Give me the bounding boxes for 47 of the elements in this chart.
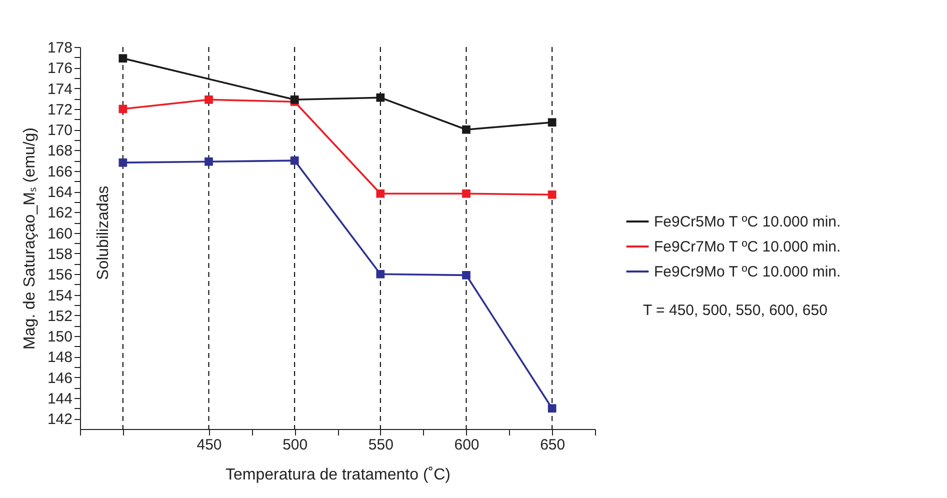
y-tick-label: 176 [47, 60, 72, 78]
point [462, 125, 470, 134]
x-tick-label: 650 [540, 436, 566, 454]
x-tick-label: 450 [196, 436, 222, 454]
y-tick-label: 152 [47, 308, 72, 325]
point [462, 189, 470, 198]
y-tick-label: 168 [47, 142, 72, 160]
y-tick-label: 174 [47, 80, 72, 98]
y-tick-label: 178 [47, 40, 72, 56]
point [462, 270, 470, 280]
y-tick-label: 148 [47, 349, 72, 366]
y-tick-label: 166 [47, 163, 72, 180]
annotation: Solubilizadas [94, 186, 112, 280]
legend-label: Fe9Cr9Mo T ºC 10.000 min. [654, 264, 841, 280]
point [290, 156, 299, 165]
text: T = 450, 500, 550, 600, 650 [643, 302, 828, 319]
point [118, 54, 128, 63]
y-tick-label: 156 [47, 266, 72, 284]
point [118, 104, 128, 114]
x-tick-label: 600 [454, 436, 480, 454]
point [118, 158, 128, 167]
y-axis-title: Mag. de Saturaçao_Mₛ (emu/g) [21, 128, 38, 350]
y-tick-label: 172 [47, 101, 72, 118]
y-tick-label: 142 [47, 411, 72, 428]
x-tick-label: 550 [368, 436, 394, 454]
y-tick-label: 162 [47, 204, 72, 222]
point [376, 93, 385, 102]
y-tick-label: 146 [47, 370, 72, 387]
y-tick-label: 150 [47, 328, 72, 346]
x-tick-label: 500 [282, 436, 308, 454]
point [376, 270, 385, 278]
point [376, 189, 385, 198]
y-tick-label: 154 [47, 287, 72, 304]
point [204, 95, 213, 104]
y-tick-label: 158 [47, 246, 72, 263]
point [290, 95, 299, 104]
y-tick-label: 144 [47, 390, 72, 408]
x-axis-title: Temperatura de tratamento (˚C) [226, 466, 450, 484]
point [548, 118, 556, 127]
y-tick-label: 164 [47, 184, 72, 202]
point [204, 157, 213, 166]
point [548, 190, 556, 199]
legend-label: Fe9Cr7Mo T ºC 10.000 min. [654, 238, 841, 256]
point [548, 404, 556, 413]
y-tick-label: 170 [47, 122, 72, 140]
y-tick-label: 160 [47, 225, 72, 242]
legend-label: Fe9Cr5Mo T ºC 10.000 min. [654, 214, 841, 230]
